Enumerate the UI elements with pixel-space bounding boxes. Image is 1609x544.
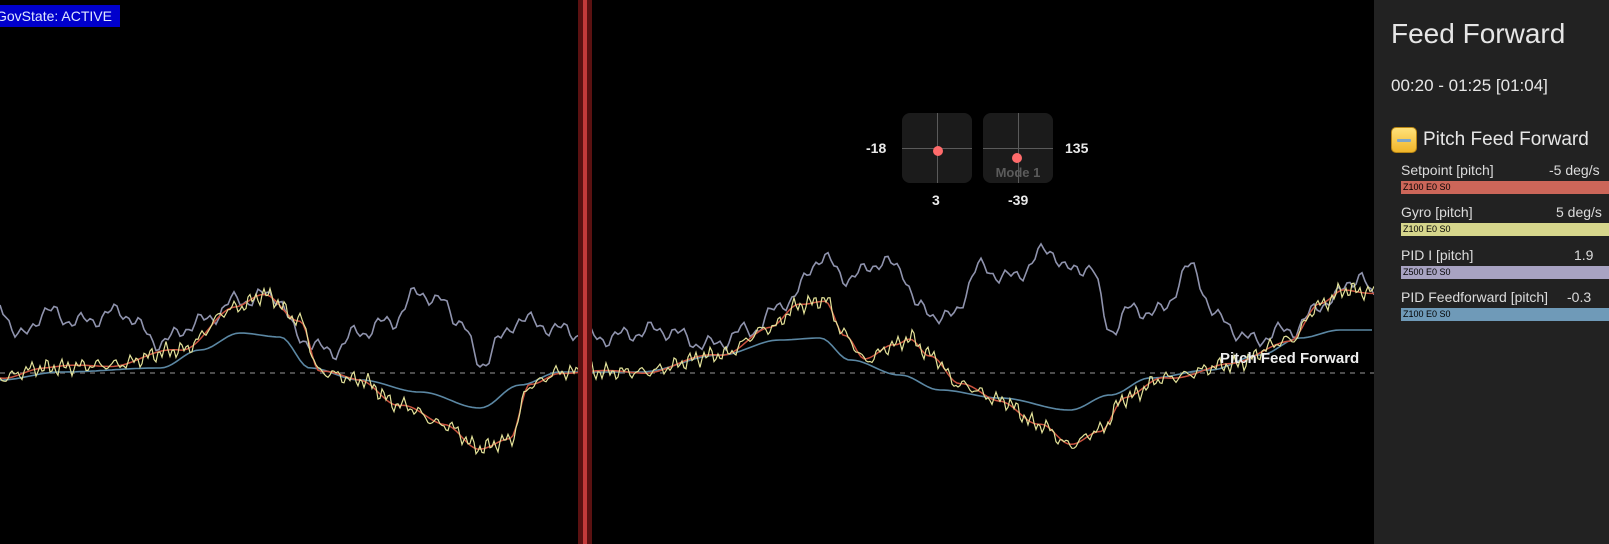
field-settings-bar[interactable]: Z100 E0 S0 xyxy=(1401,308,1609,321)
graph-group-header[interactable]: Pitch Feed Forward xyxy=(1391,126,1589,154)
field-settings-bar[interactable]: Z100 E0 S0 xyxy=(1401,181,1609,194)
graph-canvas[interactable]: GovState: ACTIVE -18 3 Mode 1 135 -39 Pi… xyxy=(0,0,1374,544)
field-settings-bar[interactable]: Z100 E0 S0 xyxy=(1401,223,1609,236)
legend-field-feedforward[interactable]: PID Feedforward [pitch] -0.3 Z100 E0 S0 xyxy=(1401,289,1609,325)
left-stick-y-value: 3 xyxy=(932,192,940,208)
pid-i-trace xyxy=(0,242,1374,368)
left-stick-position-dot xyxy=(933,146,943,156)
right-stick-y-value: -39 xyxy=(1008,192,1029,208)
graph-plot[interactable] xyxy=(0,0,1374,544)
legend-field-pid-i[interactable]: PID I [pitch] 1.9 Z500 E0 S0 xyxy=(1401,247,1609,283)
field-name: PID Feedforward [pitch] xyxy=(1401,289,1549,305)
field-value: 5 deg/s xyxy=(1556,204,1602,220)
field-name: PID I [pitch] xyxy=(1401,247,1474,263)
collapse-group-icon[interactable] xyxy=(1391,127,1417,153)
right-stick-position-dot xyxy=(1012,153,1022,163)
field-settings-bar[interactable]: Z500 E0 S0 xyxy=(1401,266,1609,279)
legend-field-setpoint[interactable]: Setpoint [pitch] -5 deg/s Z100 E0 S0 xyxy=(1401,162,1609,198)
field-value: -0.3 xyxy=(1567,289,1592,305)
right-stick-x-value: 135 xyxy=(1065,140,1089,156)
field-name: Setpoint [pitch] xyxy=(1401,162,1494,178)
right-stick-display: Mode 1 xyxy=(983,113,1053,183)
time-range: 00:20 - 01:25 [01:04] xyxy=(1391,76,1548,95)
right-stick-v-axis xyxy=(1018,113,1019,183)
stick-mode-label: Mode 1 xyxy=(995,165,1041,180)
legend-sidebar: Feed Forward 00:20 - 01:25 [01:04] Pitch… xyxy=(1374,0,1609,544)
legend-title: Feed Forward xyxy=(1391,18,1566,49)
field-value: 1.9 xyxy=(1574,247,1594,263)
setpoint-trace xyxy=(0,289,1374,450)
gov-state-text: GovState: ACTIVE xyxy=(0,8,112,24)
gov-state-badge: GovState: ACTIVE xyxy=(0,5,120,27)
left-stick-x-value: -18 xyxy=(866,140,887,156)
graph-group-name: Pitch Feed Forward xyxy=(1423,129,1589,150)
field-name: Gyro [pitch] xyxy=(1401,204,1473,220)
field-value: -5 deg/s xyxy=(1549,162,1600,178)
graph-title-label: Pitch Feed Forward xyxy=(1220,350,1360,367)
legend-field-gyro[interactable]: Gyro [pitch] 5 deg/s Z100 E0 S0 xyxy=(1401,204,1609,240)
left-stick-display xyxy=(902,113,972,183)
feedforward-trace xyxy=(0,329,1372,411)
time-cursor-core xyxy=(583,0,587,544)
gyro-trace xyxy=(0,281,1374,456)
